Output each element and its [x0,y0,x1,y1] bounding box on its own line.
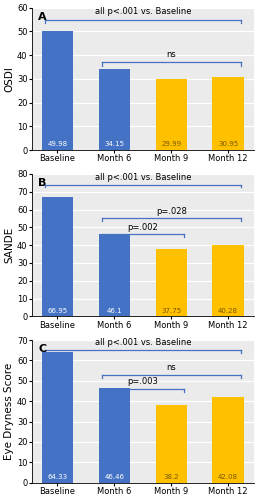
Text: C: C [38,344,46,354]
Text: 64.33: 64.33 [47,474,68,480]
Bar [42,32,73,150]
Text: p=.002: p=.002 [127,223,158,232]
Text: 38.2: 38.2 [163,474,179,480]
Text: all p<.001 vs. Baseline: all p<.001 vs. Baseline [94,7,191,16]
Text: 46.1: 46.1 [107,308,122,314]
Y-axis label: SANDE: SANDE [4,227,14,264]
Bar [99,234,130,316]
Bar [212,244,244,316]
Text: 49.98: 49.98 [47,142,68,148]
Text: p=.028: p=.028 [156,207,187,216]
Bar [156,79,187,150]
Bar [212,76,244,150]
Text: ns: ns [166,50,176,59]
Text: B: B [38,178,47,188]
Text: A: A [38,12,47,22]
Text: all p<.001 vs. Baseline: all p<.001 vs. Baseline [94,173,191,182]
Y-axis label: Eye Dryness Score: Eye Dryness Score [4,362,14,460]
Text: all p<.001 vs. Baseline: all p<.001 vs. Baseline [94,338,191,347]
Bar [156,405,187,482]
Text: 40.28: 40.28 [218,308,238,314]
Text: ns: ns [166,362,176,372]
Text: 30.95: 30.95 [218,142,238,148]
Bar [99,388,130,482]
Text: 42.08: 42.08 [218,474,238,480]
Bar [99,69,130,150]
Y-axis label: OSDI: OSDI [4,66,14,92]
Text: 34.15: 34.15 [104,142,124,148]
Bar [212,397,244,482]
Bar [42,197,73,316]
Text: 37.75: 37.75 [161,308,181,314]
Text: 66.95: 66.95 [47,308,68,314]
Text: 29.99: 29.99 [161,142,181,148]
Text: p=.003: p=.003 [127,377,158,386]
Bar [42,352,73,482]
Text: 46.46: 46.46 [104,474,124,480]
Bar [156,249,187,316]
